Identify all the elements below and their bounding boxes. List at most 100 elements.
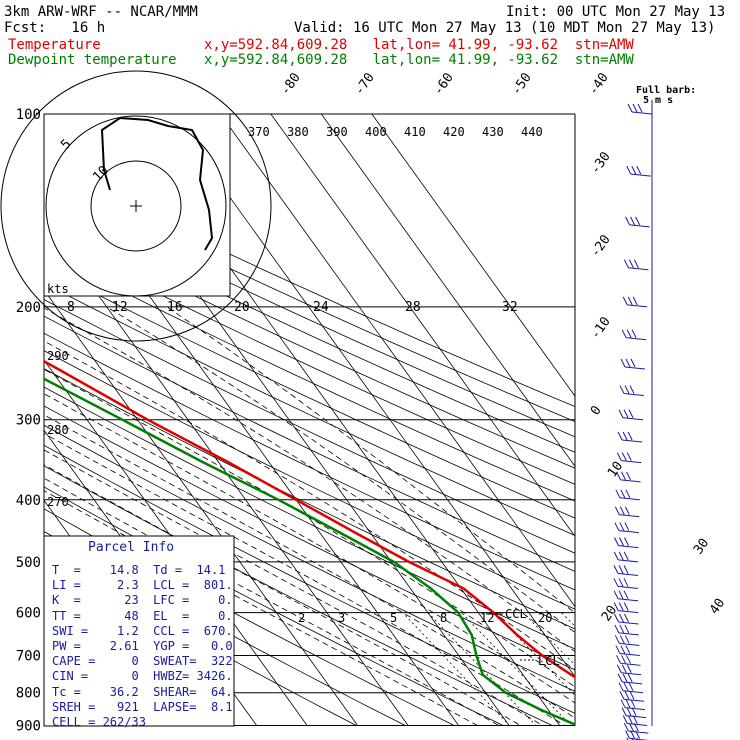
wind-barb-flag — [623, 409, 629, 418]
upper-theta-440: 440 — [521, 125, 543, 139]
mixing-ratio-label-8: 8 — [440, 611, 447, 625]
wind-barb-flag — [622, 296, 628, 306]
wind-barb-flag — [627, 715, 633, 724]
wind-barb-flag — [623, 578, 629, 587]
mixing-ratio-2 — [402, 612, 511, 726]
moist-adiabat-34 — [166, 306, 575, 614]
isotherm-label--30: -30 — [588, 149, 614, 177]
wind-barb — [626, 715, 647, 719]
parcel-info-row: PW = 2.61 YGP = 0.0 — [52, 639, 233, 653]
wind-barb-flag — [622, 431, 628, 441]
wind-barb-flag — [616, 664, 622, 673]
dry-adiabat-410 — [44, 236, 575, 485]
isotherm-label-30: 30 — [691, 536, 712, 557]
wind-barb — [626, 337, 647, 341]
wind-barb-flag — [618, 578, 624, 587]
wind-barb-flag — [624, 624, 630, 634]
dry-adiabat-350 — [44, 332, 575, 591]
wind-barb-flag — [619, 506, 625, 515]
wind-barb-flag — [626, 452, 632, 461]
wind-barb — [618, 545, 639, 549]
wind-barb-flag — [633, 259, 639, 268]
wind-barb-flag — [630, 216, 636, 226]
wind-barb-flag — [615, 645, 621, 654]
barb-legend-line2: 5 m s — [643, 95, 673, 106]
wind-barb-flag — [626, 165, 632, 175]
pressure-label-300: 300 — [16, 413, 41, 429]
wind-barb — [623, 698, 645, 702]
wind-barb-flag — [626, 664, 632, 673]
wind-barb-flag — [618, 409, 624, 418]
dry-adiabat-280 — [44, 465, 555, 726]
wind-barb — [624, 707, 646, 711]
mixing-ratio-12 — [522, 612, 575, 666]
wind-barb — [622, 681, 643, 685]
wind-barb — [618, 530, 639, 534]
wind-barb-flag — [614, 624, 620, 634]
wind-barb — [624, 366, 646, 370]
wind-barb-flag — [614, 635, 620, 644]
dry-adiabat-330 — [44, 368, 575, 630]
isotherm-50 — [371, 114, 575, 397]
parcel-info-row: CAPE = 0 SWEAT= 322 — [52, 654, 233, 669]
isotherm-label--70: -70 — [352, 70, 378, 98]
wind-barb-flag — [614, 506, 620, 515]
wind-barb-flag — [637, 103, 643, 113]
wind-barb-flag — [613, 565, 619, 574]
wind-barb-flag — [619, 522, 625, 531]
wind-barb-flag — [624, 635, 630, 644]
wind-barb-flag — [619, 691, 625, 700]
wind-barb-flag — [619, 624, 625, 634]
wind-barb-flag — [613, 551, 619, 561]
moist-adiabat-6 — [44, 432, 567, 726]
wind-barb-flag — [621, 452, 627, 461]
wind-barb-flag — [613, 590, 619, 600]
wind-barb-flag — [630, 358, 636, 368]
pressure-label-800: 800 — [16, 686, 41, 702]
moist-adiabat-18 — [44, 368, 575, 688]
wind-barb-flag — [626, 329, 632, 338]
wind-barb — [618, 572, 639, 576]
dry-adiabat-290 — [44, 444, 575, 714]
parcel-info-row: T = 14.8 Td = 14.1 — [52, 563, 226, 577]
hodo-ring-3 — [0, 70, 272, 342]
wind-barb-flag — [631, 165, 637, 175]
annotation-ccl: CCL — [505, 607, 527, 621]
model-title: 3km ARW-WRF -- NCAR/MMM — [4, 4, 198, 20]
wind-barb-flag — [628, 682, 634, 691]
wind-barb-flag — [624, 537, 629, 546]
wind-barb — [619, 514, 640, 518]
wind-barb-flag — [621, 655, 626, 664]
wind-barb — [622, 439, 643, 443]
moist-adiabat--6 — [44, 477, 501, 726]
wind-barb-flag — [614, 537, 619, 546]
wind-barb-flag — [625, 216, 631, 226]
dry-adiabat-440 — [44, 192, 575, 438]
dry-adiabat-300 — [44, 424, 575, 692]
dry-adiabat-460 — [44, 164, 575, 408]
wind-barb-flag — [617, 431, 623, 441]
wind-barb-flag — [627, 103, 633, 113]
isotherm-10 — [169, 114, 575, 678]
wind-barb-flag — [622, 673, 628, 683]
wind-barb-flag — [620, 699, 626, 708]
parcel-info-title: Parcel Info — [88, 540, 175, 555]
pressure-label-500: 500 — [16, 555, 41, 571]
hodo-tick-16: 16 — [167, 300, 183, 315]
wind-barb-flag — [619, 537, 624, 546]
pressure-label-900: 900 — [16, 718, 41, 734]
parcel-info-row: CELL = 262/33 — [52, 715, 146, 729]
dewpoint-legend: Dewpoint temperature — [8, 52, 177, 68]
wind-barb — [628, 267, 649, 271]
hodo-tick-24: 24 — [313, 300, 329, 315]
wind-barb — [618, 598, 639, 602]
mixing-ratio-label-5: 5 — [390, 611, 397, 625]
isotherm-label-20: 20 — [599, 603, 620, 624]
wind-barb-flag — [625, 358, 631, 368]
isotherm-label-10: 10 — [605, 459, 626, 480]
wind-barb-flag — [615, 489, 621, 499]
wind-barb-flag — [627, 296, 633, 306]
wind-barb-flag — [628, 722, 634, 732]
isotherm-label--60: -60 — [431, 70, 457, 98]
